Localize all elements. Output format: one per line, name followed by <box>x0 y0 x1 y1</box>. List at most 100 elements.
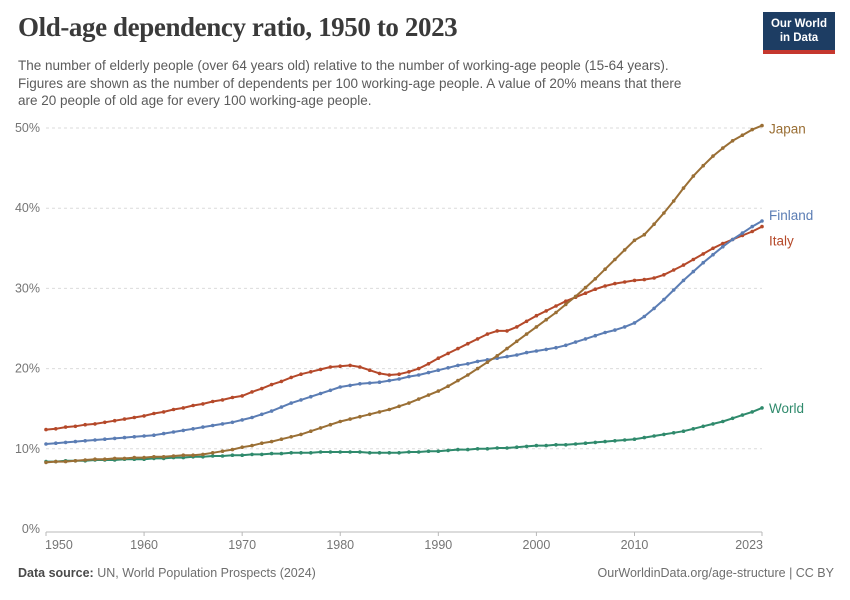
series-point-world[interactable] <box>505 446 509 450</box>
series-point-finland[interactable] <box>152 433 156 438</box>
series-point-world[interactable] <box>564 443 568 447</box>
series-point-japan[interactable] <box>279 437 284 442</box>
series-point-finland[interactable] <box>760 219 764 223</box>
series-point-japan[interactable] <box>740 133 745 137</box>
series-point-world[interactable] <box>593 440 598 445</box>
series-point-japan[interactable] <box>250 443 254 448</box>
series-point-finland[interactable] <box>652 306 656 311</box>
series-point-japan[interactable] <box>181 453 186 458</box>
series-point-japan[interactable] <box>662 211 666 215</box>
series-label-finland[interactable]: Finland <box>769 208 813 223</box>
series-point-world[interactable] <box>250 452 254 457</box>
series-point-finland[interactable] <box>662 297 666 302</box>
series-point-world[interactable] <box>750 410 754 414</box>
series-point-japan[interactable] <box>760 123 764 128</box>
series-point-italy[interactable] <box>475 337 480 341</box>
series-point-finland[interactable] <box>740 231 745 235</box>
series-point-italy[interactable] <box>642 277 647 282</box>
series-point-japan[interactable] <box>544 317 548 322</box>
series-point-japan[interactable] <box>456 378 460 383</box>
series-point-world[interactable] <box>721 419 725 424</box>
series-point-finland[interactable] <box>397 377 401 381</box>
series-point-italy[interactable] <box>632 278 637 283</box>
series-point-italy[interactable] <box>456 346 460 351</box>
series-point-finland[interactable] <box>701 260 705 265</box>
series-point-world[interactable] <box>279 451 284 456</box>
series-point-italy[interactable] <box>721 241 725 246</box>
series-point-world[interactable] <box>220 454 225 458</box>
series-point-italy[interactable] <box>220 398 225 402</box>
series-point-japan[interactable] <box>681 186 686 190</box>
series-point-italy[interactable] <box>750 229 754 234</box>
series-point-finland[interactable] <box>142 434 146 438</box>
series-point-world[interactable] <box>407 450 411 454</box>
series-point-finland[interactable] <box>622 325 627 329</box>
series-point-finland[interactable] <box>230 420 235 425</box>
series-point-finland[interactable] <box>44 442 48 446</box>
series-point-italy[interactable] <box>230 395 235 400</box>
series-point-japan[interactable] <box>152 455 156 459</box>
series-point-italy[interactable] <box>583 291 588 296</box>
series-point-finland[interactable] <box>426 370 431 375</box>
series-point-finland[interactable] <box>730 237 735 242</box>
series-point-japan[interactable] <box>407 401 411 405</box>
series-point-world[interactable] <box>387 451 392 455</box>
series-point-world[interactable] <box>367 451 372 455</box>
series-point-world[interactable] <box>210 454 215 458</box>
series-point-japan[interactable] <box>377 410 382 414</box>
series-point-italy[interactable] <box>289 375 294 380</box>
series-point-japan[interactable] <box>495 354 500 358</box>
series-point-italy[interactable] <box>93 422 97 426</box>
series-point-italy[interactable] <box>554 304 558 308</box>
series-point-italy[interactable] <box>446 351 450 356</box>
series-point-world[interactable] <box>652 434 656 438</box>
series-point-italy[interactable] <box>671 268 676 272</box>
series-point-finland[interactable] <box>534 349 539 353</box>
series-point-japan[interactable] <box>220 449 225 454</box>
series-point-italy[interactable] <box>63 425 68 429</box>
series-point-japan[interactable] <box>691 174 696 178</box>
series-point-japan[interactable] <box>269 439 274 444</box>
series-point-world[interactable] <box>230 453 235 458</box>
series-point-italy[interactable] <box>436 356 441 361</box>
series-point-italy[interactable] <box>681 263 686 267</box>
series-point-finland[interactable] <box>269 409 274 413</box>
series-point-italy[interactable] <box>367 368 372 373</box>
series-point-world[interactable] <box>662 432 666 437</box>
series-point-italy[interactable] <box>505 329 509 333</box>
series-point-italy[interactable] <box>397 372 401 377</box>
series-point-japan[interactable] <box>83 458 87 462</box>
series-point-italy[interactable] <box>161 410 166 414</box>
series-point-world[interactable] <box>309 451 313 455</box>
series-point-finland[interactable] <box>573 340 578 344</box>
series-point-world[interactable] <box>289 451 294 455</box>
series-point-finland[interactable] <box>161 431 166 436</box>
series-point-italy[interactable] <box>152 411 156 416</box>
series-point-japan[interactable] <box>142 455 146 460</box>
series-point-finland[interactable] <box>515 353 519 357</box>
series-point-finland[interactable] <box>446 366 450 370</box>
series-label-world[interactable]: World <box>769 401 804 416</box>
series-point-finland[interactable] <box>132 435 137 439</box>
series-point-japan[interactable] <box>112 456 117 461</box>
series-point-world[interactable] <box>338 450 343 454</box>
series-point-italy[interactable] <box>171 407 176 412</box>
series-point-italy[interactable] <box>191 403 195 408</box>
series-point-world[interactable] <box>348 450 352 454</box>
series-point-world[interactable] <box>318 450 323 454</box>
series-point-italy[interactable] <box>564 299 568 304</box>
series-point-japan[interactable] <box>711 154 715 158</box>
series-point-japan[interactable] <box>367 412 372 417</box>
series-point-world[interactable] <box>377 451 382 455</box>
series-point-japan[interactable] <box>230 447 235 452</box>
series-point-japan[interactable] <box>93 457 97 462</box>
series-point-world[interactable] <box>613 439 617 443</box>
series-point-world[interactable] <box>475 447 480 451</box>
series-point-finland[interactable] <box>93 438 97 442</box>
series-point-japan[interactable] <box>564 302 568 307</box>
series-point-italy[interactable] <box>622 280 627 284</box>
series-point-world[interactable] <box>711 422 715 426</box>
series-point-japan[interactable] <box>416 397 421 401</box>
series-point-finland[interactable] <box>309 394 313 399</box>
series-point-japan[interactable] <box>436 389 441 393</box>
